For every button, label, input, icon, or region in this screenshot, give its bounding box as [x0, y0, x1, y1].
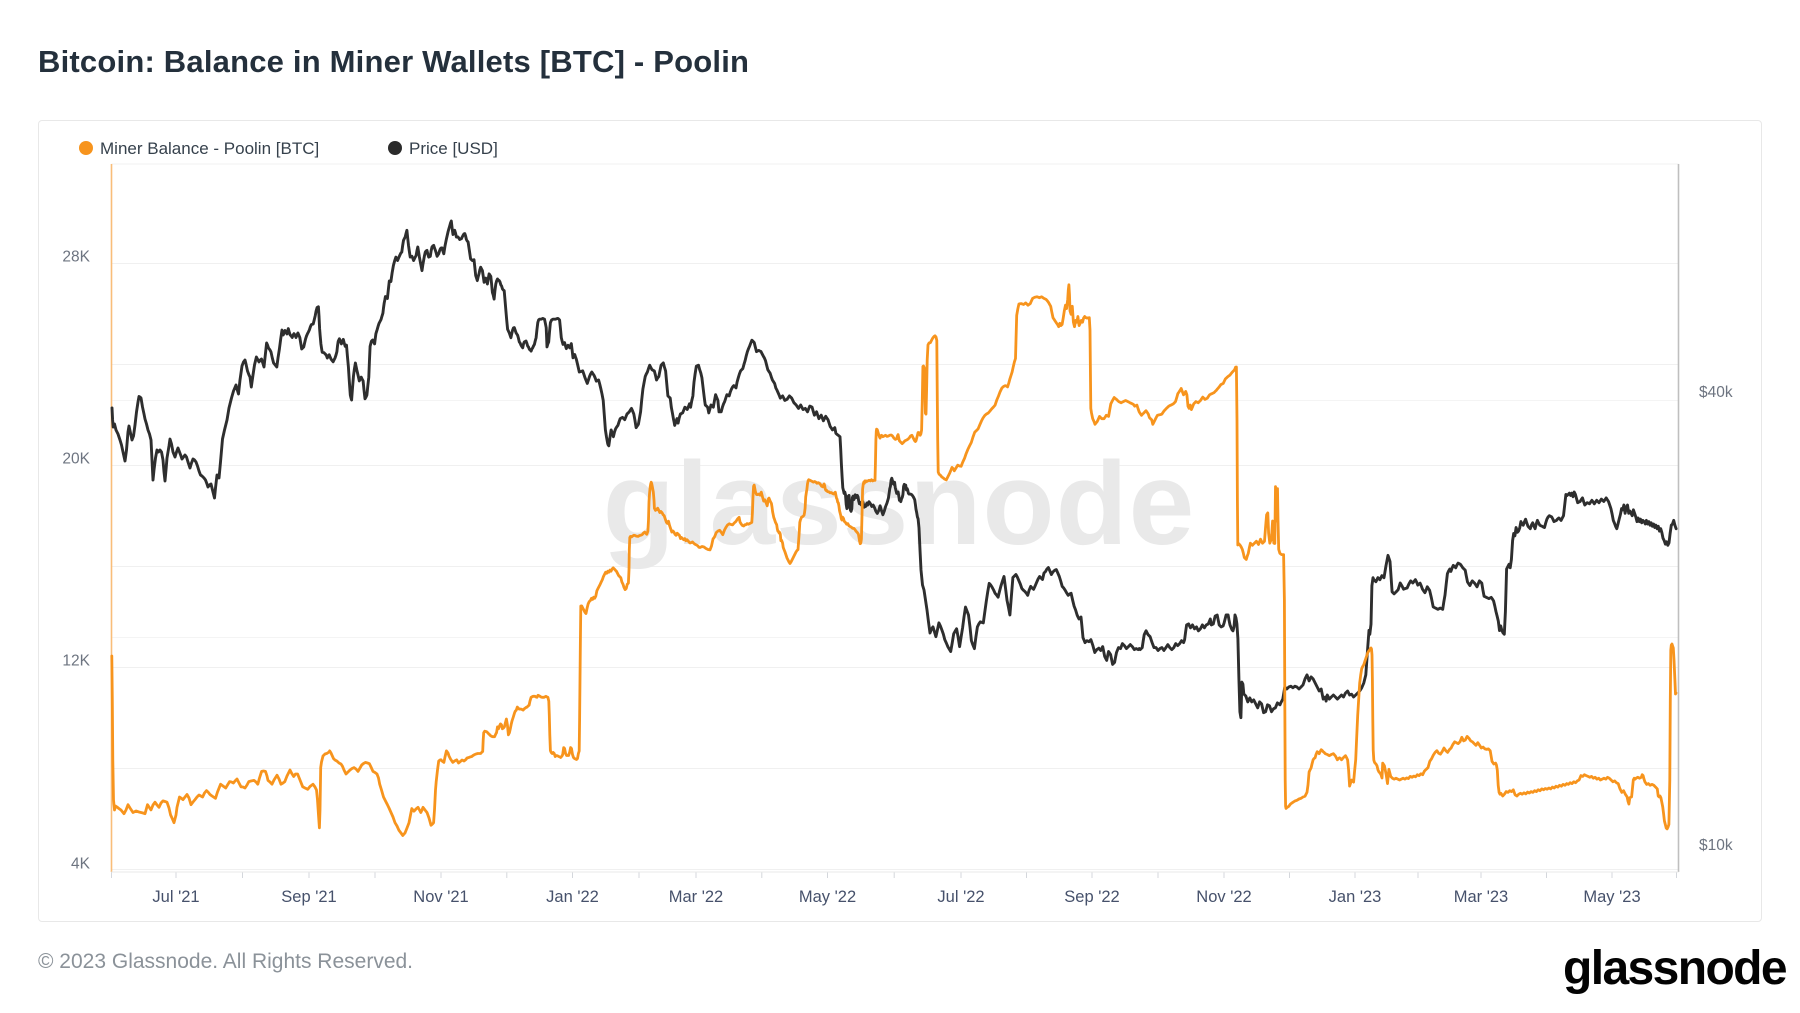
svg-text:Nov '22: Nov '22: [1196, 888, 1251, 906]
svg-text:Sep '21: Sep '21: [281, 888, 336, 906]
svg-text:May '22: May '22: [799, 888, 856, 906]
svg-text:Jan '22: Jan '22: [546, 888, 599, 906]
svg-text:Jan '23: Jan '23: [1329, 888, 1382, 906]
svg-text:28K: 28K: [62, 249, 90, 266]
svg-text:$40k: $40k: [1699, 384, 1733, 401]
svg-text:Mar '23: Mar '23: [1454, 888, 1509, 906]
svg-text:Sep '22: Sep '22: [1064, 888, 1119, 906]
svg-text:Jul '22: Jul '22: [937, 888, 984, 906]
svg-text:4K: 4K: [71, 856, 91, 873]
svg-text:20K: 20K: [62, 451, 90, 468]
svg-text:Jul '21: Jul '21: [152, 888, 199, 906]
svg-text:$10k: $10k: [1699, 837, 1733, 854]
svg-text:12K: 12K: [62, 653, 90, 670]
svg-text:glassnode: glassnode: [603, 438, 1196, 570]
svg-text:May '23: May '23: [1583, 888, 1640, 906]
svg-text:Mar '22: Mar '22: [669, 888, 724, 906]
svg-text:Nov '21: Nov '21: [413, 888, 468, 906]
